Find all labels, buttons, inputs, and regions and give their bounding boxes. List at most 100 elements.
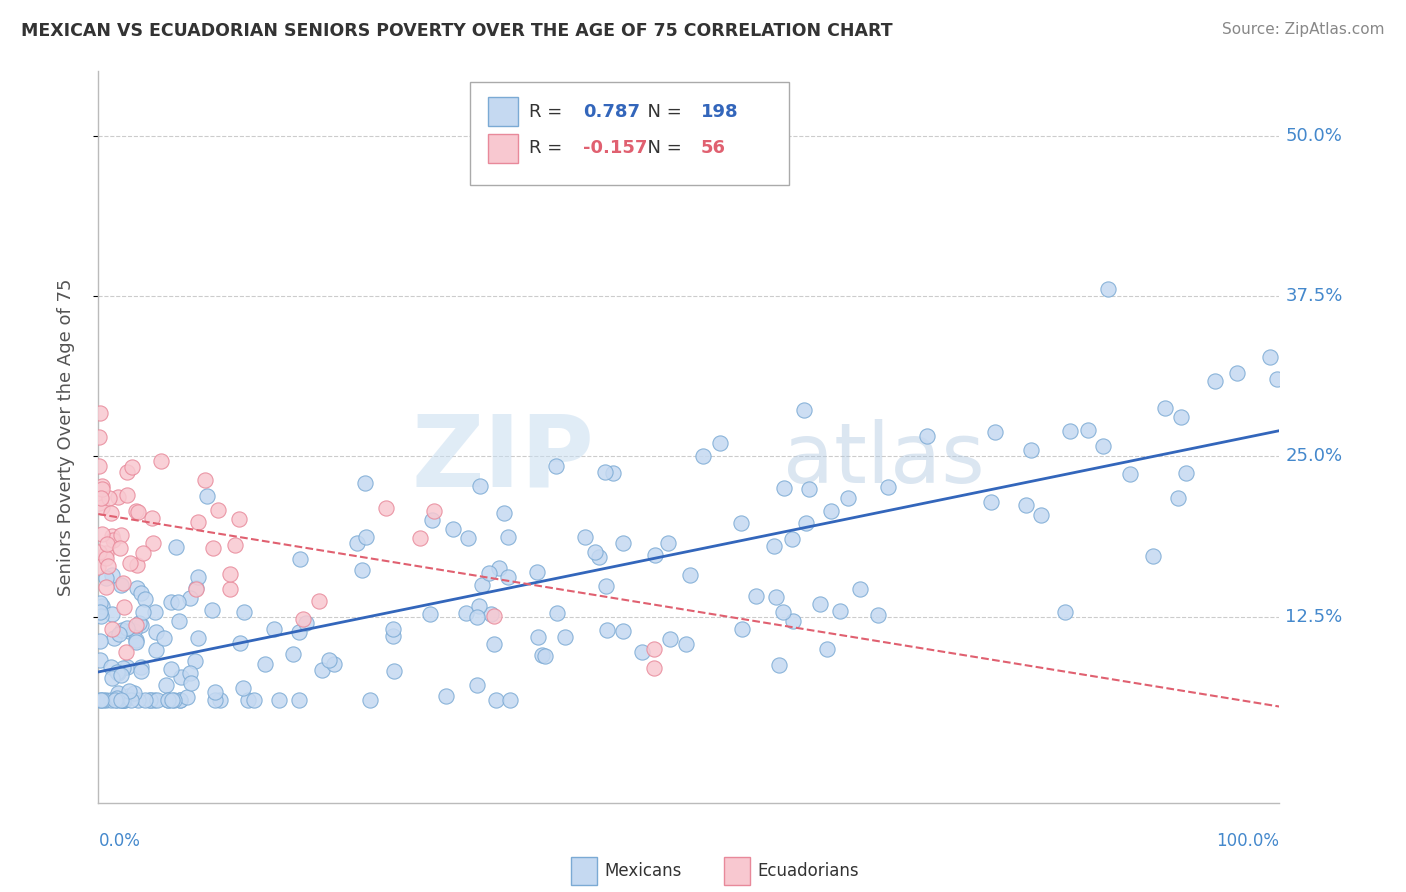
Point [219, 566, 242, 581]
Point [288, 624, 311, 639]
Point [531, 648, 554, 662]
Text: N =: N = [636, 103, 688, 120]
Point [89, 653, 111, 667]
Point [96, 551, 118, 566]
Point [692, 449, 714, 463]
Point [93, 693, 115, 707]
Point [375, 500, 398, 515]
Point [101, 567, 124, 582]
Point [288, 551, 311, 566]
Point [121, 460, 143, 475]
Point [354, 530, 377, 544]
Point [311, 663, 333, 677]
Point [132, 546, 155, 560]
Point [180, 676, 202, 690]
Text: 50.0%: 50.0% [1285, 127, 1343, 145]
Point [350, 563, 373, 577]
Point [129, 664, 152, 678]
Point [129, 659, 152, 673]
Point [94, 580, 117, 594]
Point [94, 546, 117, 560]
Point [89, 406, 111, 420]
Point [593, 465, 616, 479]
FancyBboxPatch shape [471, 82, 789, 185]
Point [145, 643, 167, 657]
Point [110, 693, 132, 707]
Point [644, 549, 666, 563]
Point [155, 678, 177, 692]
Point [837, 491, 859, 505]
Point [187, 570, 209, 584]
Point [731, 623, 754, 637]
Point [465, 678, 488, 692]
Point [125, 632, 148, 647]
Point [675, 637, 697, 651]
Point [527, 630, 550, 644]
Point [101, 672, 124, 686]
Point [100, 622, 122, 636]
Point [434, 690, 457, 704]
Point [124, 686, 146, 700]
Point [496, 530, 519, 544]
Point [125, 635, 148, 649]
Point [1226, 367, 1249, 381]
Point [98, 491, 121, 505]
Point [768, 657, 790, 672]
Point [87, 544, 110, 558]
Point [176, 690, 198, 705]
Point [534, 648, 557, 663]
Point [346, 536, 368, 550]
Point [103, 631, 125, 645]
Text: 25.0%: 25.0% [1285, 447, 1343, 466]
Point [184, 581, 207, 595]
Point [163, 693, 186, 707]
Point [454, 606, 477, 620]
Point [169, 693, 191, 707]
Point [170, 670, 193, 684]
Point [134, 591, 156, 606]
Point [468, 599, 491, 613]
Point [165, 541, 187, 555]
Point [90, 599, 112, 613]
Point [187, 516, 209, 530]
Point [87, 559, 110, 574]
Point [101, 529, 124, 543]
Point [96, 537, 118, 551]
Point [229, 635, 252, 649]
Point [381, 622, 404, 636]
Point [554, 630, 576, 644]
Point [132, 605, 155, 619]
Point [142, 535, 165, 549]
Point [207, 503, 229, 517]
Point [141, 511, 163, 525]
Point [808, 597, 831, 611]
Point [318, 653, 340, 667]
Point [1077, 423, 1099, 437]
Point [112, 693, 135, 707]
Point [744, 589, 766, 603]
Point [107, 490, 129, 504]
Point [110, 668, 132, 682]
Point [269, 693, 291, 707]
Point [488, 561, 510, 575]
Point [146, 693, 169, 707]
Point [820, 504, 842, 518]
Point [730, 516, 752, 530]
Text: Ecuadorians: Ecuadorians [758, 862, 859, 880]
Point [89, 693, 111, 707]
Point [94, 571, 117, 585]
Text: Source: ZipAtlas.com: Source: ZipAtlas.com [1222, 22, 1385, 37]
Text: Mexicans: Mexicans [605, 862, 682, 880]
Point [1204, 374, 1226, 388]
Point [287, 693, 309, 707]
Point [465, 609, 488, 624]
Point [281, 647, 304, 661]
Point [382, 664, 405, 678]
Point [105, 665, 128, 680]
Text: MEXICAN VS ECUADORIAN SENIORS POVERTY OVER THE AGE OF 75 CORRELATION CHART: MEXICAN VS ECUADORIAN SENIORS POVERTY OV… [21, 22, 893, 40]
Point [169, 693, 191, 707]
Point [127, 558, 149, 572]
Point [187, 631, 209, 645]
Point [117, 488, 139, 502]
Text: 198: 198 [700, 103, 738, 120]
